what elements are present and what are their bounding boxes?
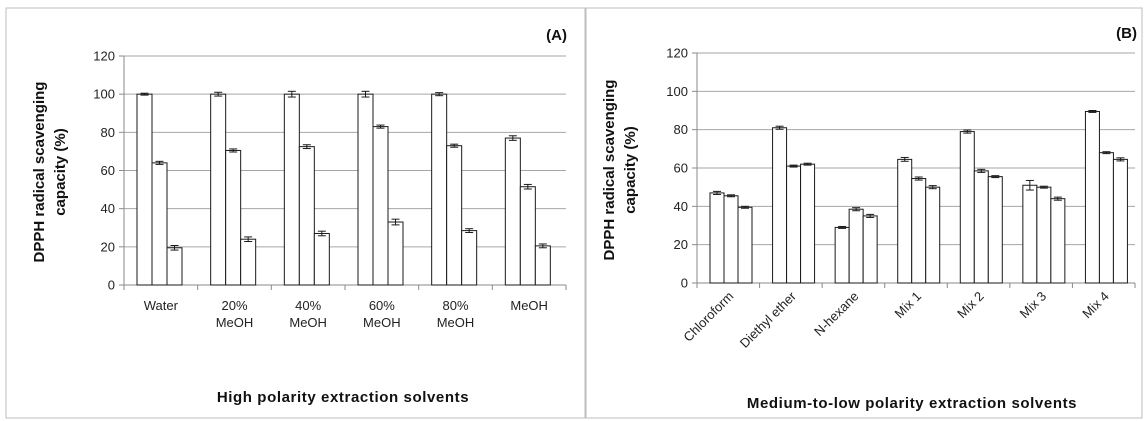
bar-b-c2-s0 <box>834 226 850 284</box>
x-category-label: 20% <box>221 298 247 313</box>
bar-b-c5-s1 <box>1036 186 1052 284</box>
x-category-label: Water <box>144 298 179 313</box>
bar-a-c4-s1 <box>446 145 463 286</box>
bar-b-c0-s1 <box>723 195 739 284</box>
bar-a-c5-s0 <box>504 137 521 286</box>
bar-b-c0-s0 <box>709 192 725 284</box>
y-tick-label: 20 <box>101 239 115 254</box>
bar-a-c3-s2 <box>387 221 404 286</box>
bar-a-c1-s2 <box>240 238 257 286</box>
x-category-label: MeOH <box>216 315 254 330</box>
y-tick-label: 0 <box>681 276 688 291</box>
panel-b: 0 20 40 60 80 100 120 Chloroform Diethyl ether N-… <box>601 25 1137 412</box>
bar-b-c4-s1 <box>973 170 989 284</box>
y-tick-label: 100 <box>666 84 688 99</box>
bar-a-c0-s1 <box>151 162 168 286</box>
x-category-label: MeOH <box>363 315 401 330</box>
x-category-label: Mix 3 <box>1017 289 1050 322</box>
panel-label: (B) <box>1116 25 1137 42</box>
x-category-label: Diethyl ether <box>737 288 800 351</box>
bar-a-c5-s1 <box>519 186 536 286</box>
bar-a-c2-s0 <box>283 93 300 286</box>
x-category-label: MeOH <box>510 298 548 313</box>
bar-b-c5-s0 <box>1022 184 1038 284</box>
bar-a-c3-s1 <box>372 126 389 286</box>
bar-a-c1-s1 <box>225 149 242 286</box>
bar-b-c6-s0 <box>1084 110 1100 284</box>
y-axis-label: DPPH radical scavenging <box>31 82 48 263</box>
y-tick-label: 20 <box>674 237 688 252</box>
y-tick-label: 40 <box>674 199 688 214</box>
bar-a-c4-s0 <box>431 93 448 286</box>
y-tick-label: 0 <box>108 278 115 293</box>
bar-a-c4-s2 <box>461 230 478 286</box>
bar-b-c0-s2 <box>737 206 753 284</box>
bar-b-c2-s2 <box>862 215 878 284</box>
bar-b-c5-s2 <box>1050 198 1066 284</box>
bar-b-c1-s0 <box>772 127 788 284</box>
y-tick-label: 120 <box>93 49 115 64</box>
y-tick-label: 80 <box>101 125 115 140</box>
bar-a-c1-s0 <box>210 93 227 286</box>
x-category-label: Mix 4 <box>1079 289 1112 322</box>
bar-b-c1-s1 <box>786 165 802 284</box>
x-category-label: Mix 1 <box>892 289 925 322</box>
bar-b-c3-s1 <box>911 178 927 284</box>
bar-a-c5-s2 <box>534 245 551 286</box>
y-tick-label: 120 <box>666 46 688 61</box>
y-tick-label: 80 <box>674 122 688 137</box>
y-tick-label: 40 <box>101 201 115 216</box>
x-axis-label: High polarity extraction solvents <box>217 389 469 406</box>
bar-a-c2-s2 <box>313 232 330 286</box>
x-category-label: 80% <box>442 298 468 313</box>
panel-b-border <box>585 7 1143 419</box>
y-axis-label: capacity (%) <box>622 126 639 214</box>
x-axis-label: Medium-to-low polarity extraction solven… <box>747 395 1077 412</box>
x-category-label: 60% <box>369 298 395 313</box>
bar-b-c3-s2 <box>925 186 941 284</box>
x-category-label: 40% <box>295 298 321 313</box>
bar-b-c4-s0 <box>959 131 975 284</box>
panel-label: (A) <box>546 27 567 44</box>
bar-a-c0-s0 <box>136 93 153 286</box>
bar-b-c3-s0 <box>897 158 913 284</box>
bar-b-c1-s2 <box>800 163 816 284</box>
x-category-label: MeOH <box>437 315 475 330</box>
panel-a-border <box>5 7 586 419</box>
bar-b-c4-s2 <box>987 176 1003 284</box>
y-tick-label: 60 <box>101 163 115 178</box>
y-axis-label: DPPH radical scavenging <box>601 80 618 261</box>
y-tick-label: 100 <box>93 87 115 102</box>
bar-a-c3-s0 <box>357 93 374 286</box>
x-category-label: N-hexane <box>811 289 861 339</box>
x-category-label: Chloroform <box>680 289 736 345</box>
bar-b-c2-s1 <box>848 208 864 284</box>
bar-b-c6-s1 <box>1098 152 1114 284</box>
bar-a-c0-s2 <box>166 247 183 286</box>
bar-a-c2-s1 <box>298 146 315 286</box>
y-tick-label: 60 <box>674 161 688 176</box>
x-category-label: MeOH <box>289 315 327 330</box>
y-axis-label: capacity (%) <box>52 128 69 216</box>
x-category-label: Mix 2 <box>954 289 987 322</box>
bar-b-c6-s2 <box>1112 158 1128 284</box>
panel-a: 0 20 40 60 80 100 120 Water 20% MeOH 40% MeOH 60% MeO… <box>31 27 567 406</box>
